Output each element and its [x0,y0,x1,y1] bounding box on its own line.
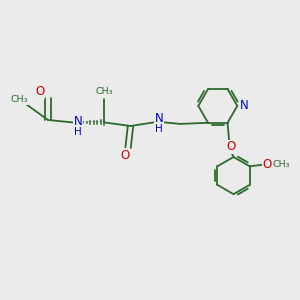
Text: N: N [155,112,164,125]
Text: CH₃: CH₃ [272,160,290,169]
Text: N: N [74,115,82,128]
Text: H: H [155,124,163,134]
Text: N: N [239,99,248,112]
Text: O: O [35,85,44,98]
Text: H: H [74,127,82,137]
Text: O: O [121,149,130,162]
Text: CH₃: CH₃ [10,95,28,104]
Text: O: O [262,158,272,171]
Text: CH₃: CH₃ [95,87,113,96]
Text: O: O [226,140,235,153]
